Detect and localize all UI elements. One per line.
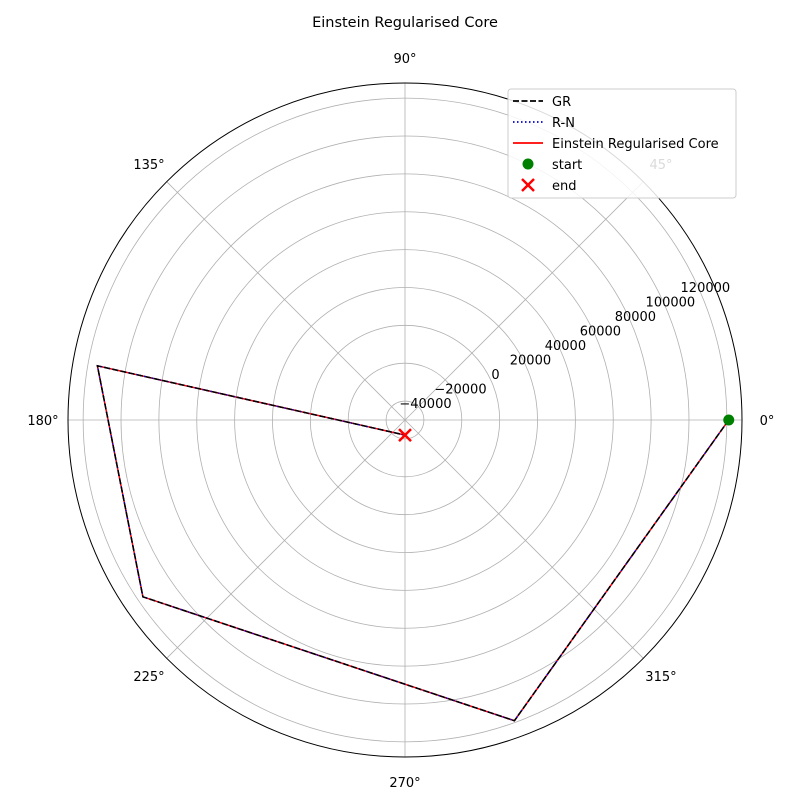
angle-tick-label: 270° [389,776,420,791]
legend-label: R-N [552,116,575,131]
radius-gridline [347,362,463,478]
radius-gridline [385,400,425,440]
end-marker-stroke [398,428,412,443]
chart-title: Einstein Regularised Core [312,15,498,31]
angle-tick-label: 315° [645,670,676,685]
legend-box [507,88,737,199]
radius-tick-label: 40000 [545,339,586,354]
polar-frame [67,82,743,758]
markers [398,414,735,443]
end-marker [398,428,412,443]
legend-label: GR [552,95,571,110]
radius-tick-label: 120000 [681,281,731,296]
radius-gridline [309,324,501,516]
radius-tick-label: 100000 [646,295,696,310]
series-line-gr [96,364,730,722]
angle-gridline [166,181,406,421]
radius-tick-label: 0 [491,368,499,383]
radius-tick-label: 80000 [615,310,656,325]
radius-tick-label: −40000 [399,397,451,412]
legend: GR R-N Einstein Regularised Core start end [507,88,737,199]
start-marker [723,414,735,426]
angle-gridline [404,181,644,421]
series-lines [96,364,730,722]
angle-tick-label: 0° [760,414,775,429]
radius-tick-label: 20000 [510,353,551,368]
radius-gridline [234,249,576,591]
angle-tick-label: 180° [27,414,58,429]
radius-gridline [120,135,690,705]
radius-gridline [272,287,538,553]
angle-tick-label: 90° [393,52,416,67]
radius-gridline [196,211,614,629]
angle-gridline [404,419,644,659]
legend-label: Einstein Regularised Core [552,137,719,152]
angle-tick-label: 135° [133,158,164,173]
legend-swatch [522,158,534,170]
angle-gridline [166,419,406,659]
radius-tick-label: −20000 [434,382,486,397]
radius-tick-label: 60000 [580,324,621,339]
angle-tick-label: 225° [133,670,164,685]
radius-gridline [158,173,652,667]
legend-swatch [521,178,535,192]
grid [68,83,742,757]
legend-label: end [552,179,577,194]
legend-label: start [552,158,582,173]
